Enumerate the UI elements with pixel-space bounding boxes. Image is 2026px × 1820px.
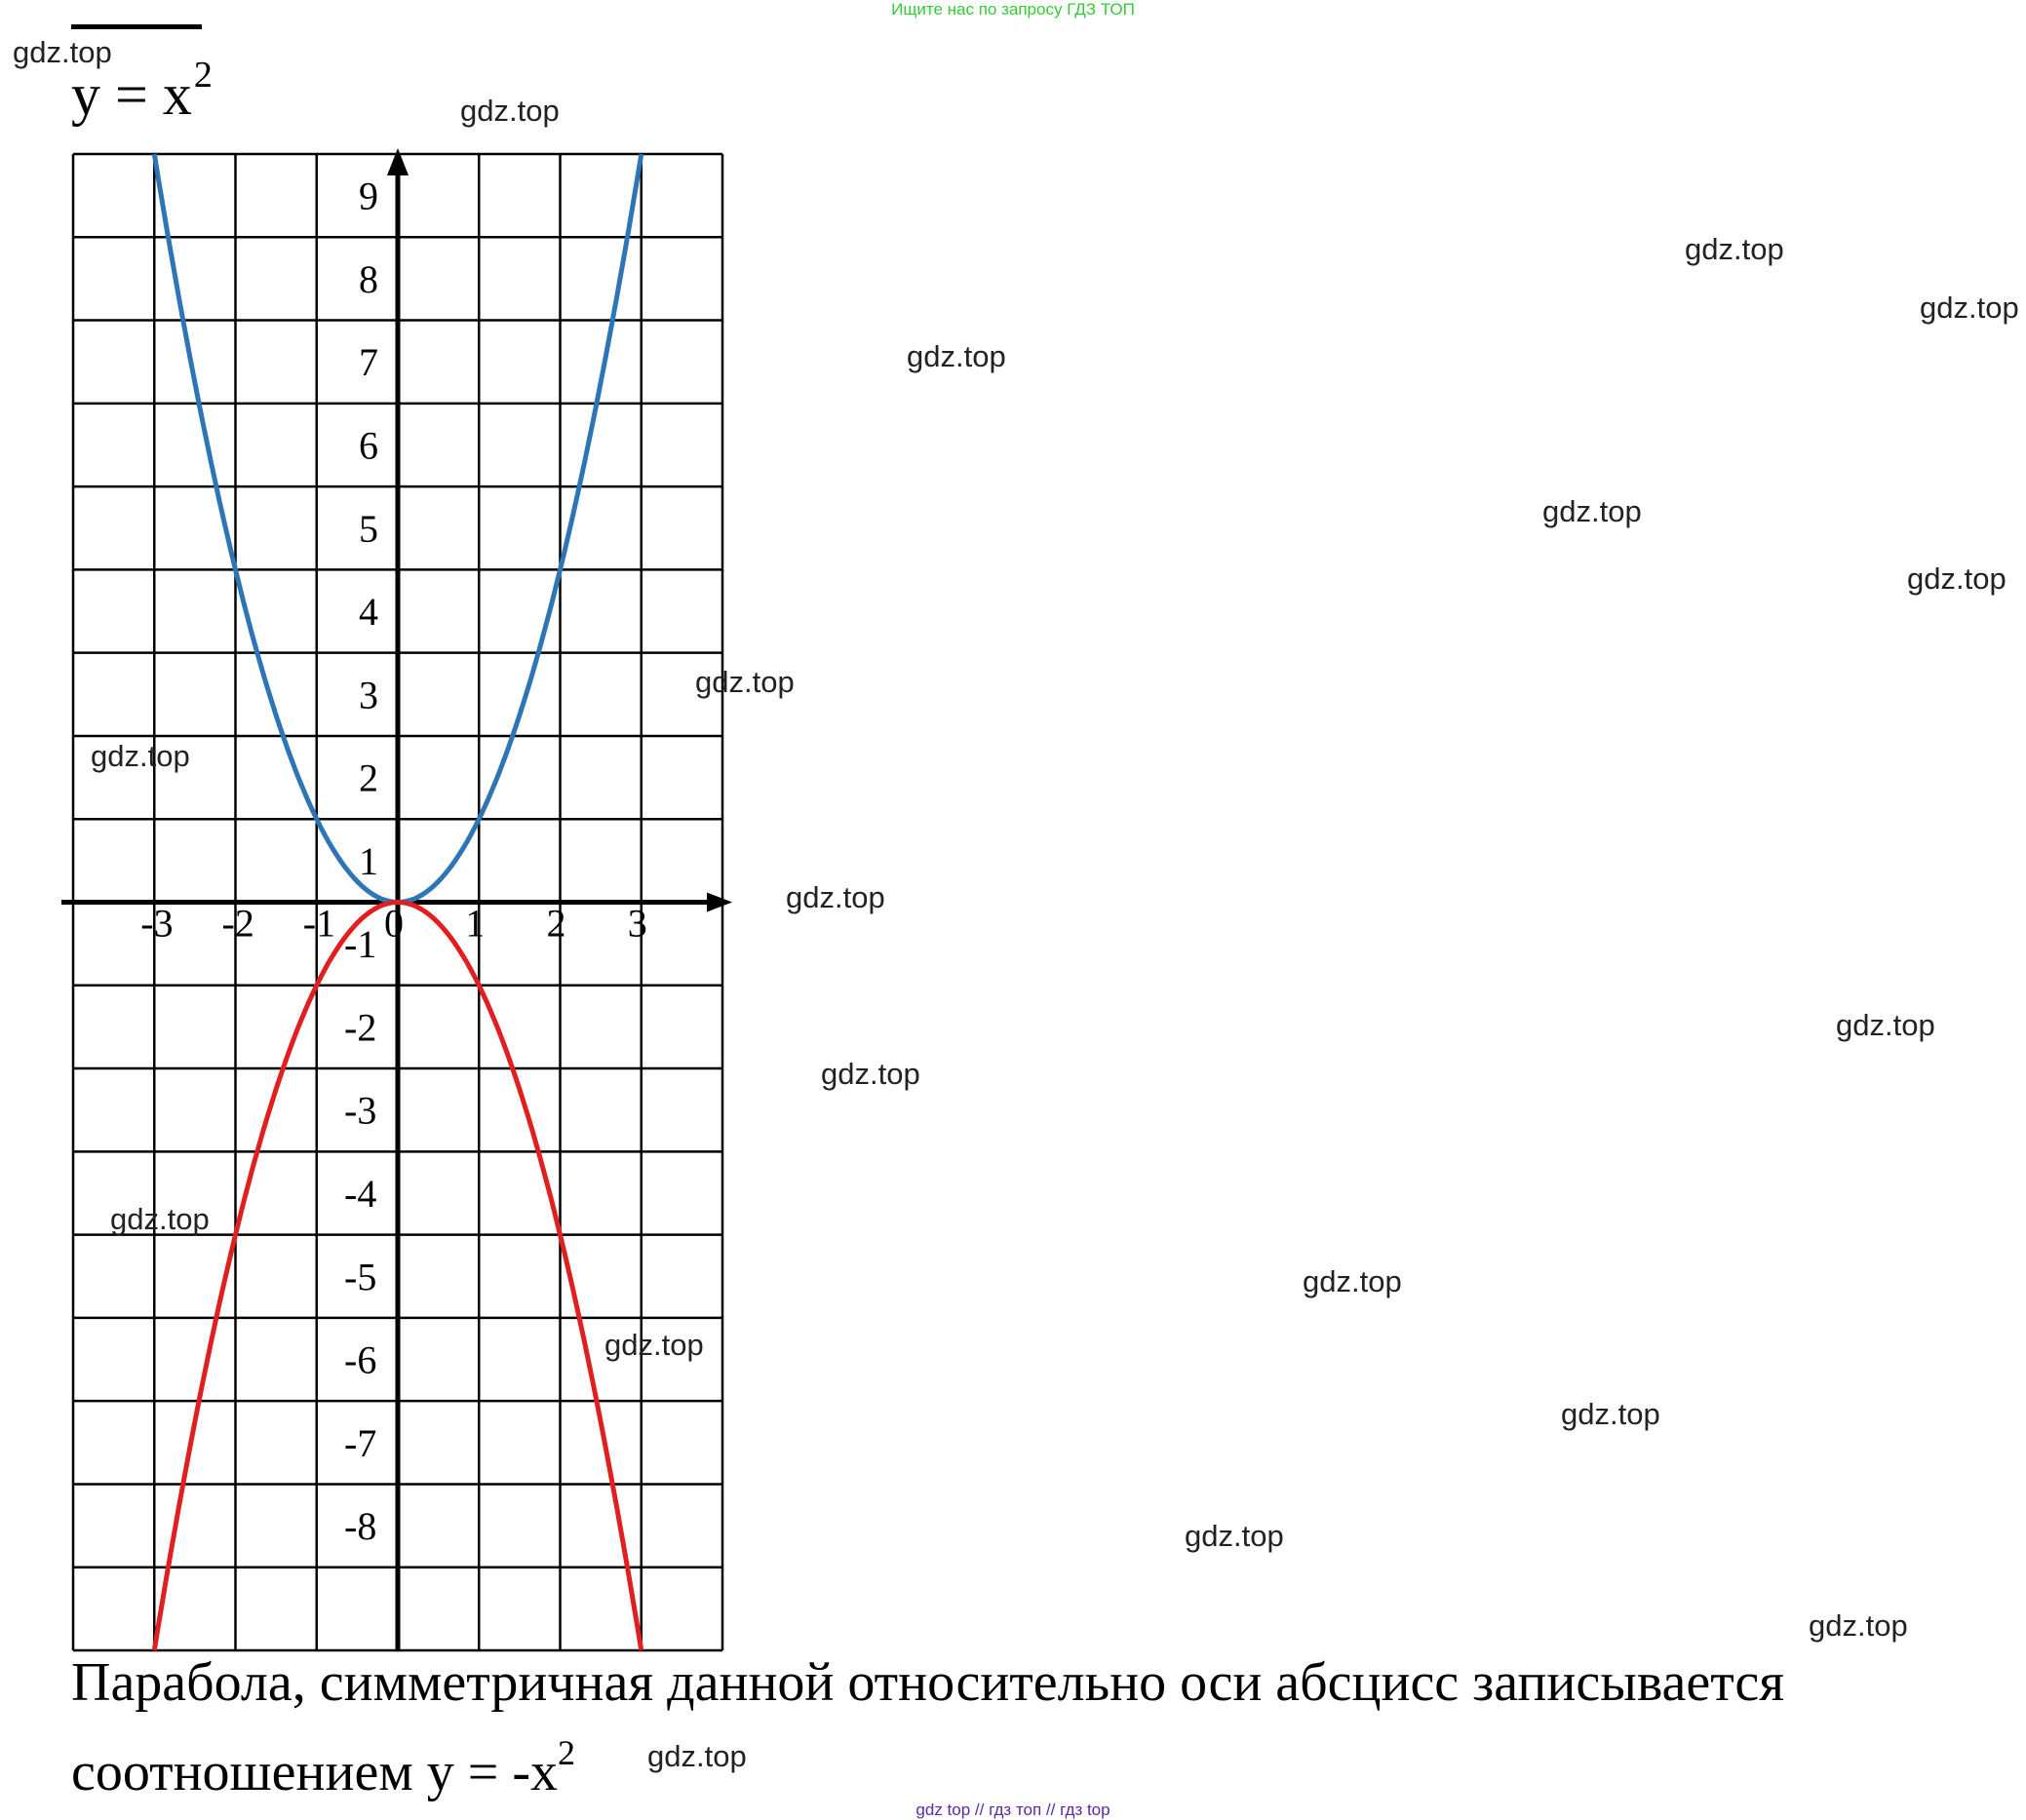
y-tick-label: 5 — [359, 507, 378, 551]
x-tick-label: -3 — [140, 902, 173, 946]
watermark: gdz.top — [695, 665, 795, 699]
caption-line-2-text: соотношением y = -x — [71, 1742, 558, 1802]
watermark: gdz.top — [1561, 1397, 1660, 1431]
watermark: gdz.top — [1542, 494, 1642, 528]
y-tick-label: 4 — [359, 590, 378, 634]
y-tick-label: 6 — [359, 423, 378, 467]
y-tick-label: 2 — [359, 756, 378, 800]
watermark: gdz.top — [1836, 1008, 1935, 1042]
y-tick-label: -8 — [344, 1504, 376, 1548]
y-tick-label: 1 — [359, 839, 378, 883]
y-tick-label: -2 — [344, 1005, 376, 1049]
x-axis-arrow — [707, 892, 732, 912]
watermark: gdz.top — [647, 1739, 747, 1773]
watermark: gdz.top — [1809, 1608, 1908, 1643]
watermark: gdz.top — [786, 880, 885, 914]
y-tick-label: 7 — [359, 340, 378, 384]
y-tick-label: 3 — [359, 673, 378, 716]
watermark: gdz.top — [1920, 290, 2019, 325]
y-tick-label: 8 — [359, 257, 378, 301]
watermark: gdz.top — [1907, 561, 2007, 596]
x-tick-label: -1 — [303, 902, 335, 946]
watermark: gdz.top — [1185, 1519, 1284, 1553]
search-banner: Ищите нас по запросу ГДЗ ТОП — [891, 0, 1135, 19]
y-tick-label: -6 — [344, 1338, 376, 1382]
x-tick-label: 2 — [547, 902, 566, 946]
footer-links: gdz top // гдз топ // гдз top — [916, 1801, 1110, 1819]
watermark: gdz.top — [1303, 1264, 1402, 1298]
y-tick-label: -7 — [344, 1421, 376, 1465]
title-exponent: 2 — [193, 55, 213, 96]
x-tick-label: 1 — [465, 902, 485, 946]
caption-line-2: соотношением y = -x2 — [71, 1718, 1784, 1807]
chart-title: y = x2 — [71, 57, 213, 124]
y-tick-label: -5 — [344, 1255, 376, 1298]
watermark: gdz.top — [13, 35, 112, 69]
caption: Парабола, симметричная данной относитель… — [71, 1647, 1784, 1807]
watermark: gdz.top — [91, 739, 190, 773]
watermark: gdz.top — [604, 1328, 704, 1362]
y-tick-label: -4 — [344, 1172, 376, 1216]
caption-line-1: Парабола, симметричная данной относитель… — [71, 1652, 1784, 1713]
title-lhs: y = x — [71, 62, 192, 127]
series-layer — [151, 153, 644, 1651]
axes — [61, 148, 732, 1650]
series-line-2 — [151, 900, 644, 1651]
watermark: gdz.top — [821, 1057, 920, 1091]
watermark: gdz.top — [1685, 232, 1784, 266]
x-tick-label: -2 — [222, 902, 254, 946]
watermark: gdz.top — [907, 339, 1006, 373]
x-tick-label: 3 — [628, 902, 647, 946]
watermark: gdz.top — [460, 94, 560, 128]
x-tick-label: 0 — [384, 902, 404, 946]
y-tick-label: -3 — [344, 1089, 376, 1133]
y-tick-label: 9 — [359, 174, 378, 218]
y-axis-arrow — [387, 148, 409, 175]
watermark: gdz.top — [110, 1202, 210, 1236]
caption-exponent: 2 — [558, 1733, 575, 1772]
title-overline — [71, 24, 202, 29]
